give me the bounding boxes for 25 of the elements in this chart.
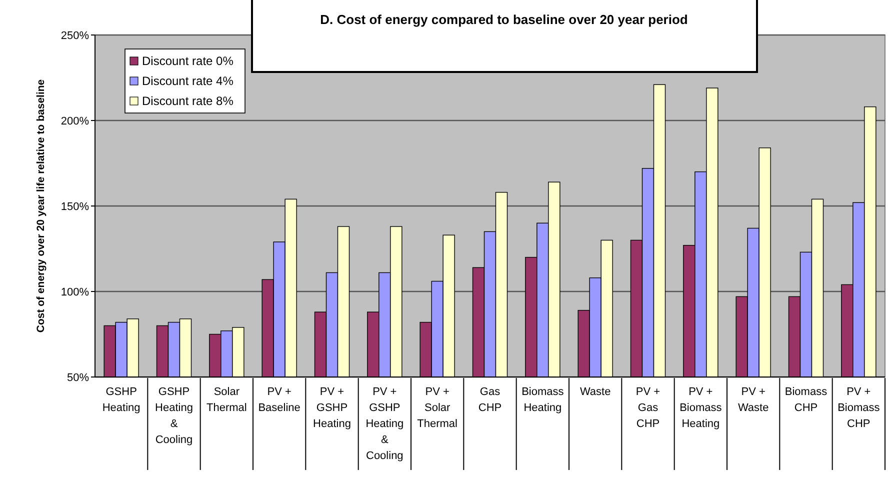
chart-title: D. Cost of energy compared to baseline over 20 year period: [320, 12, 688, 27]
legend-label: Discount rate 0%: [142, 54, 234, 68]
x-tick-label: Biomass Heating: [522, 386, 564, 414]
x-tick-label: PV + GSHP Heating & Cooling: [366, 386, 404, 462]
x-tick-label: PV + Biomass Heating: [680, 386, 722, 430]
y-tick-label: 150%: [60, 200, 90, 213]
x-tick-label: PV + Gas CHP: [636, 386, 660, 430]
y-axis-title: Cost of energy over 20 year life relative to baseline: [35, 79, 47, 333]
x-tick-label: Solar Thermal: [206, 386, 247, 414]
x-tick-label: GSHP Heating: [102, 386, 140, 414]
x-tick-label: PV + Solar Thermal: [417, 386, 458, 430]
legend-label: Discount rate 8%: [142, 94, 234, 108]
x-tick-label: Gas CHP: [478, 386, 502, 414]
y-tick-label: 100%: [60, 286, 90, 298]
y-tick-label: 200%: [60, 115, 90, 128]
y-tick-label: 50%: [66, 372, 90, 384]
legend-label: Discount rate 4%: [142, 74, 234, 88]
x-tick-label: Waste: [580, 386, 611, 398]
x-tick-label: PV + Baseline: [258, 386, 300, 414]
x-tick-label: PV + Waste: [738, 386, 769, 414]
x-tick-label: Biomass CHP: [784, 386, 828, 414]
y-tick-label: 250%: [60, 30, 90, 42]
x-tick-label: PV + Biomass CHP: [838, 386, 880, 430]
x-tick-label: GSHP Heating & Cooling: [155, 386, 193, 446]
x-tick-label: PV + GSHP Heating: [313, 386, 351, 430]
